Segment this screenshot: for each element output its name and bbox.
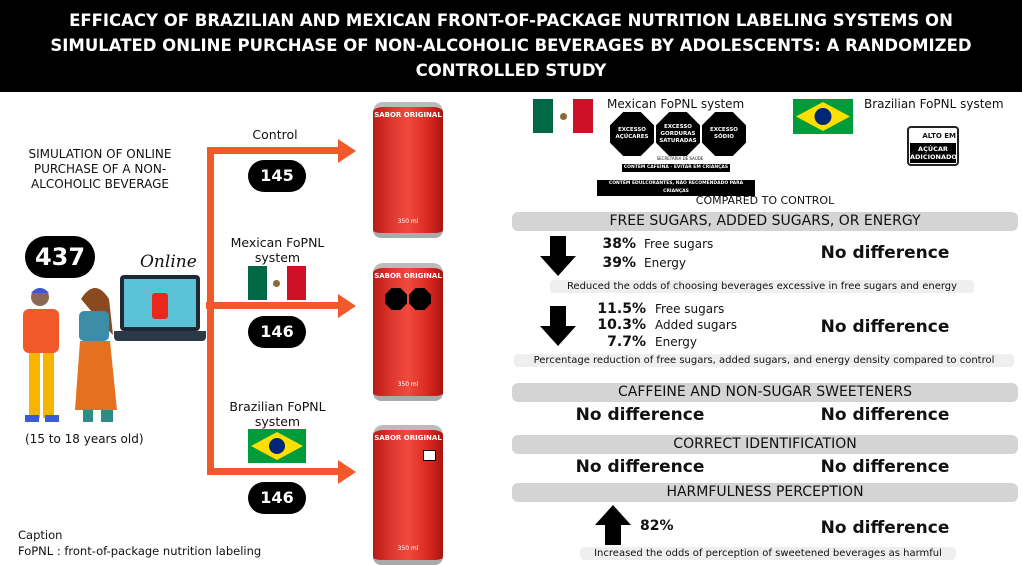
participants-count: 437 <box>25 236 95 278</box>
group-label-brazilian: Brazilian FoPNL system <box>229 399 326 429</box>
arrow-control <box>207 147 342 154</box>
pct-label: Free sugars <box>644 237 714 251</box>
section-header-caffeine: CAFFEINE AND NON-SUGAR SWEETENERS <box>512 383 1018 402</box>
section-header-harm: HARMFULNESS PERCEPTION <box>512 483 1018 502</box>
brazil-magnifier-label: ALTO EM AÇÚCAR ADICIONADO <box>907 126 959 166</box>
arrow-brazilian <box>207 468 342 475</box>
brazil-result: No difference <box>820 243 950 263</box>
brazil-result: No difference <box>820 457 950 477</box>
laptop-icon <box>120 275 200 331</box>
flow-trunk <box>207 147 214 475</box>
arrow-head-icon <box>338 139 356 163</box>
brazilian-system-label: Brazilian FoPNL system <box>864 97 1004 111</box>
pct-label: Free sugars <box>655 302 725 316</box>
section-header-sugars: FREE SUGARS, ADDED SUGARS, OR ENERGY <box>512 212 1018 231</box>
mexico-result: No difference <box>575 457 705 477</box>
pct-label: Energy <box>644 256 687 270</box>
pct-value: 38% <box>602 236 636 252</box>
brazil-result: No difference <box>820 405 950 425</box>
mexican-octagon-labels: EXCESSO AÇÚCARES EXCESSO GORDURAS SATURA… <box>610 112 746 156</box>
adolescents-illustration <box>23 288 117 422</box>
simulation-label: SIMULATION OF ONLINE PURCHASE OF A NON-A… <box>28 147 172 191</box>
can-control: SABOR ORIGINAL 350 ml <box>373 102 443 238</box>
arrow-head-icon <box>338 460 356 484</box>
pct-label: Added sugars <box>655 318 738 332</box>
brazil-result: No difference <box>820 518 950 538</box>
can-brand: SABOR ORIGINAL <box>374 111 442 119</box>
octagon-sugars: EXCESSO AÇÚCARES <box>610 112 654 156</box>
br-label-top: ALTO EM <box>922 132 956 140</box>
mexico-result: No difference <box>575 405 705 425</box>
mexican-system-label: Mexican FoPNL system <box>607 97 745 111</box>
br-label-bottom: AÇÚCAR ADICIONADO <box>910 143 957 163</box>
group-count-control: 145 <box>248 160 306 192</box>
octagon-fats: EXCESSO GORDURAS SATURADAS <box>656 112 700 156</box>
can-brand: SABOR ORIGINAL <box>374 272 442 280</box>
laptop-keyboard <box>114 331 206 341</box>
arrow-down-icon <box>540 306 576 346</box>
caption-title: Caption <box>18 528 63 542</box>
caffeine-warning: CONTÉM CAFEÍNA - EVITAR EM CRIANÇAS <box>622 164 730 172</box>
group-label-control: Control <box>252 127 298 142</box>
age-range: (15 to 18 years old) <box>25 432 144 446</box>
result-note: Percentage reduction of free sugars, add… <box>514 354 1014 367</box>
mexico-flag-icon <box>248 266 306 300</box>
sweetener-warning: CONTÉM EDULCORANTES, NÃO RECOMENDADO PAR… <box>597 180 755 196</box>
compared-to-control: COMPARED TO CONTROL <box>695 194 835 207</box>
arrow-down-icon <box>540 236 576 276</box>
result-note: Reduced the odds of choosing beverages e… <box>550 280 974 293</box>
group-count-mexican: 146 <box>248 316 306 348</box>
can-volume: 350 ml <box>397 545 419 552</box>
arrow-up-icon <box>595 505 631 545</box>
can-brazilian: SABOR ORIGINAL 350 ml <box>373 425 443 565</box>
arrow-mexican <box>207 302 342 309</box>
can-mexican: SABOR ORIGINAL 350 ml <box>373 263 443 401</box>
can-brand: SABOR ORIGINAL <box>374 434 442 442</box>
pct-value: 10.3% <box>597 317 646 333</box>
arrow-head-icon <box>338 294 356 318</box>
can-volume: 350 ml <box>397 381 419 388</box>
section-header-identification: CORRECT IDENTIFICATION <box>512 435 1018 454</box>
brazil-flag-icon <box>793 99 853 134</box>
pct-value: 39% <box>602 255 636 271</box>
can-volume: 350 ml <box>397 218 419 225</box>
group-count-brazilian: 146 <box>248 482 306 514</box>
online-label: Online <box>140 252 197 272</box>
page-title: EFFICACY OF BRAZILIAN AND MEXICAN FRONT-… <box>0 0 1022 92</box>
pct-value: 11.5% <box>597 301 646 317</box>
pct-value: 82% <box>640 518 674 534</box>
mexico-flag-icon <box>533 99 593 133</box>
caption-text: FoPNL : front-of-package nutrition label… <box>18 544 262 558</box>
group-label-mexican: Mexican FoPNL system <box>230 235 325 265</box>
secretaria-label: SECRETARIA DE SAÚDE <box>656 156 704 161</box>
octagon-sodium: EXCESSO SÓDIO <box>702 112 746 156</box>
pct-label: Energy <box>655 335 698 349</box>
brazil-flag-icon <box>248 429 306 463</box>
result-note: Increased the odds of perception of swee… <box>580 547 956 560</box>
brazil-result: No difference <box>820 317 950 337</box>
pct-value: 7.7% <box>607 334 646 350</box>
